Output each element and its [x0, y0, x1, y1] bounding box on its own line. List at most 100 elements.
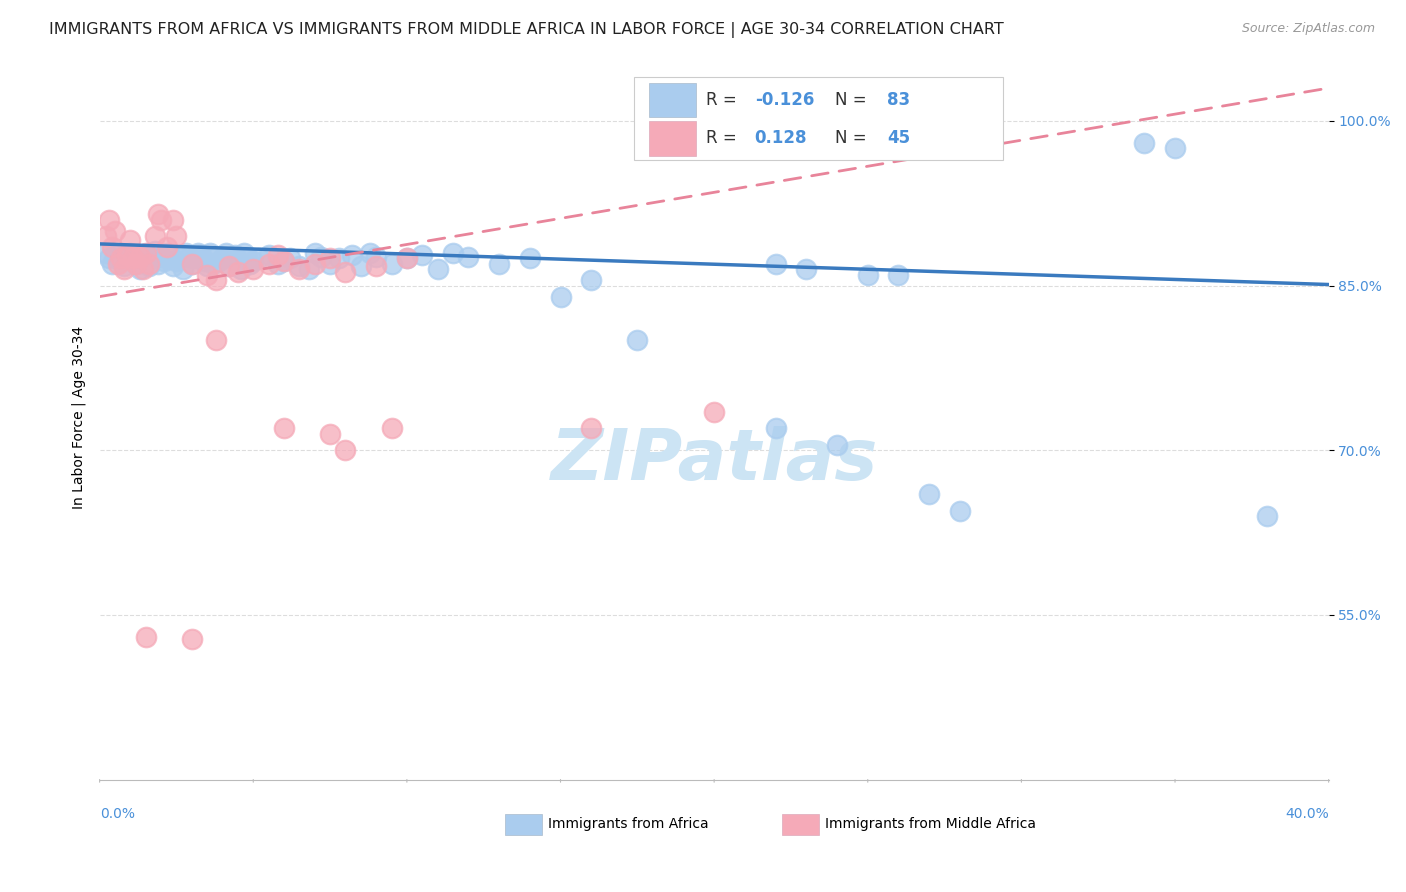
Point: [146, 207, 169, 221]
Point: [226, 254, 249, 268]
Point: [104, 224, 127, 238]
Point: [247, 251, 270, 265]
Point: [131, 262, 153, 277]
Point: [128, 262, 150, 277]
Point: [1164, 141, 1187, 155]
Point: [581, 421, 603, 435]
Point: [226, 265, 249, 279]
FancyBboxPatch shape: [650, 121, 696, 156]
Point: [278, 251, 301, 265]
Point: [236, 250, 259, 264]
Point: [138, 259, 160, 273]
Point: [135, 630, 157, 644]
Point: [200, 245, 222, 260]
Point: [159, 248, 181, 262]
Point: [94, 229, 117, 244]
Point: [887, 268, 910, 282]
Point: [104, 248, 127, 262]
Point: [856, 268, 879, 282]
Point: [205, 273, 228, 287]
Point: [395, 251, 418, 265]
Point: [169, 251, 191, 265]
Point: [165, 254, 187, 268]
Text: N =: N =: [835, 129, 872, 147]
Point: [519, 251, 541, 265]
Point: [221, 251, 243, 265]
Point: [395, 251, 418, 265]
Point: [319, 426, 342, 441]
Text: 83: 83: [887, 91, 911, 109]
Point: [288, 259, 311, 273]
Text: R =: R =: [706, 91, 741, 109]
Text: IMMIGRANTS FROM AFRICA VS IMMIGRANTS FROM MIDDLE AFRICA IN LABOR FORCE | AGE 30-: IMMIGRANTS FROM AFRICA VS IMMIGRANTS FRO…: [49, 22, 1004, 38]
FancyBboxPatch shape: [505, 814, 543, 835]
Point: [350, 259, 373, 273]
Point: [426, 262, 449, 277]
Point: [156, 245, 179, 260]
Point: [101, 257, 124, 271]
Point: [180, 257, 202, 271]
Text: Source: ZipAtlas.com: Source: ZipAtlas.com: [1241, 22, 1375, 36]
Point: [214, 245, 236, 260]
Point: [218, 259, 240, 273]
Point: [101, 240, 124, 254]
Point: [193, 254, 215, 268]
Point: [162, 212, 184, 227]
Text: ZIPatlas: ZIPatlas: [551, 426, 877, 495]
Point: [143, 244, 166, 258]
Point: [156, 240, 179, 254]
Point: [825, 438, 848, 452]
Point: [180, 632, 202, 646]
Point: [131, 254, 153, 268]
Point: [150, 212, 173, 227]
Y-axis label: In Labor Force | Age 30-34: In Labor Force | Age 30-34: [72, 326, 86, 509]
Point: [208, 254, 231, 268]
Point: [304, 257, 326, 271]
Point: [340, 248, 363, 262]
Point: [125, 257, 148, 271]
Point: [273, 254, 295, 268]
Text: 0.128: 0.128: [755, 129, 807, 147]
Point: [335, 265, 357, 279]
Point: [153, 254, 176, 268]
Point: [110, 254, 132, 268]
Point: [120, 245, 142, 260]
Point: [117, 248, 139, 262]
Text: 0.0%: 0.0%: [100, 807, 135, 821]
Point: [273, 254, 295, 268]
Point: [150, 250, 173, 264]
Point: [949, 503, 972, 517]
Text: -0.126: -0.126: [755, 91, 814, 109]
Point: [319, 251, 342, 265]
Point: [488, 257, 510, 271]
Point: [205, 250, 228, 264]
Point: [117, 250, 139, 264]
Point: [229, 262, 252, 277]
Point: [122, 250, 145, 264]
Point: [135, 248, 157, 262]
Text: N =: N =: [835, 91, 872, 109]
Point: [242, 254, 264, 268]
Point: [97, 251, 120, 265]
Point: [304, 245, 326, 260]
Point: [703, 405, 725, 419]
Point: [288, 262, 311, 277]
Point: [180, 257, 202, 271]
Point: [135, 245, 157, 260]
Point: [107, 251, 129, 265]
Point: [794, 262, 817, 277]
Point: [1133, 136, 1156, 150]
Point: [97, 212, 120, 227]
Point: [233, 245, 256, 260]
Point: [411, 248, 433, 262]
Point: [257, 257, 280, 271]
Point: [380, 257, 402, 271]
Point: [112, 259, 135, 273]
FancyBboxPatch shape: [782, 814, 818, 835]
Point: [239, 257, 262, 271]
Point: [107, 257, 129, 271]
Point: [319, 257, 342, 271]
Point: [190, 248, 212, 262]
Point: [125, 257, 148, 271]
Point: [184, 251, 207, 265]
